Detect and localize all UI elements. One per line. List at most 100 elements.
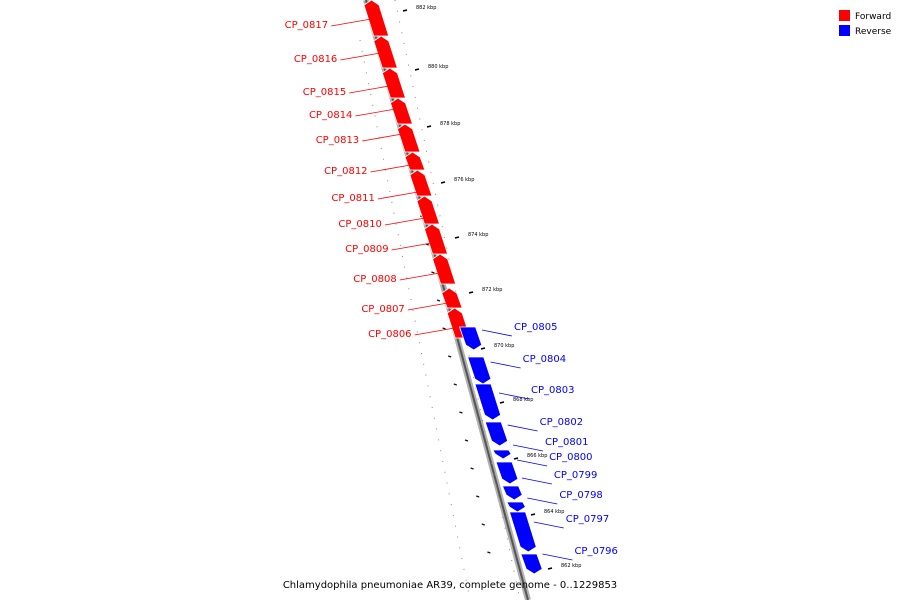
tick-mark xyxy=(513,457,519,460)
gene-cp-0816[interactable]: CP_0816 xyxy=(294,35,398,69)
tick-mark xyxy=(402,9,408,12)
gene-label[interactable]: CP_0817 xyxy=(285,20,328,31)
gene-leader-line xyxy=(512,444,544,452)
tick-mark xyxy=(468,291,474,294)
gene-label[interactable]: CP_0799 xyxy=(554,470,597,481)
gene-leader-line xyxy=(384,217,425,226)
legend-swatch xyxy=(839,25,850,36)
gene-cp-0803[interactable]: CP_0803 xyxy=(474,383,575,421)
gene-label[interactable]: CP_0797 xyxy=(566,514,609,525)
gene-label[interactable]: CP_0800 xyxy=(549,452,592,463)
gene-leader-line xyxy=(490,361,521,369)
gene-label[interactable]: CP_0805 xyxy=(514,322,557,333)
gene-leader-line xyxy=(527,497,558,505)
tick-mark xyxy=(426,125,432,128)
gene-cp-0810[interactable]: CP_0810 xyxy=(338,195,441,230)
gene-leader-line xyxy=(370,164,411,173)
gene-leader-line xyxy=(507,424,538,432)
tick-label: 878 kbp xyxy=(440,121,460,127)
gene-block[interactable] xyxy=(520,553,543,575)
gene-block[interactable] xyxy=(467,356,492,385)
minor-tick xyxy=(453,383,457,386)
gene-cp-0797[interactable]: CP_0797 xyxy=(508,511,609,553)
gene-leader-line xyxy=(355,108,396,117)
gene-block[interactable] xyxy=(508,511,537,553)
gene-cp-0809[interactable]: CP_0809 xyxy=(345,223,449,255)
minor-tick xyxy=(436,299,441,302)
tick-label: 862 kbp xyxy=(561,563,581,569)
gene-label[interactable]: CP_0803 xyxy=(531,385,574,396)
gene-label[interactable]: CP_0816 xyxy=(294,54,337,65)
gene-cp-0817[interactable]: CP_0817 xyxy=(285,0,390,37)
gene-leader-line xyxy=(407,302,448,311)
gene-block[interactable] xyxy=(501,485,523,501)
gene-block[interactable] xyxy=(363,0,390,37)
gene-leader-line xyxy=(516,459,548,467)
gene-label[interactable]: CP_0802 xyxy=(540,417,583,428)
gene-block[interactable] xyxy=(506,501,527,513)
gene-block[interactable] xyxy=(484,421,509,447)
gene-cp-0799[interactable]: CP_0799 xyxy=(501,470,597,501)
gene-block[interactable] xyxy=(492,449,512,460)
gene-cp-0814[interactable]: CP_0814 xyxy=(309,97,414,125)
gene-cp-0808[interactable]: CP_0808 xyxy=(353,253,457,285)
gene-label[interactable]: CP_0813 xyxy=(316,135,359,146)
gene-block[interactable] xyxy=(409,169,433,197)
genome-caption: Chlamydophila pneumoniae AR39, complete … xyxy=(283,580,617,591)
gene-cp-0804[interactable]: CP_0804 xyxy=(467,354,566,385)
gene-leader-line xyxy=(533,521,564,529)
gene-leader-line xyxy=(498,392,530,400)
minor-tick xyxy=(481,523,485,526)
minor-tick xyxy=(476,495,480,498)
gene-block[interactable] xyxy=(389,97,414,125)
gene-cp-0796[interactable]: CP_0796 xyxy=(520,546,618,575)
tick-label: 880 kbp xyxy=(428,64,448,70)
gene-block[interactable] xyxy=(404,151,426,171)
tick-mark xyxy=(499,401,505,404)
gene-block[interactable] xyxy=(441,287,463,309)
tick-mark xyxy=(440,181,446,184)
gene-label[interactable]: CP_0801 xyxy=(545,437,588,448)
gene-cp-0811[interactable]: CP_0811 xyxy=(331,169,433,204)
gene-cp-0807[interactable]: CP_0807 xyxy=(361,287,463,315)
legend-label: Reverse xyxy=(855,27,892,37)
gene-label[interactable]: CP_0815 xyxy=(303,87,346,98)
gene-label[interactable]: CP_0796 xyxy=(574,546,617,557)
gene-cp-0802[interactable]: CP_0802 xyxy=(484,417,583,447)
gene-block[interactable] xyxy=(397,123,421,153)
tick-mark xyxy=(414,68,420,71)
gene-block[interactable] xyxy=(424,223,449,255)
gene-block[interactable] xyxy=(373,35,398,69)
tick-mark xyxy=(480,347,486,350)
gene-cp-0800[interactable]: CP_0800 xyxy=(495,452,593,485)
gene-cp-0813[interactable]: CP_0813 xyxy=(316,123,421,153)
gene-label[interactable]: CP_0808 xyxy=(353,274,396,285)
gene-block[interactable] xyxy=(458,326,483,351)
gene-cp-0798[interactable]: CP_0798 xyxy=(506,490,603,513)
gene-leader-line xyxy=(377,191,418,200)
gene-cp-0815[interactable]: CP_0815 xyxy=(303,67,407,99)
gene-block[interactable] xyxy=(432,253,457,285)
gene-label[interactable]: CP_0809 xyxy=(345,244,388,255)
gene-block[interactable] xyxy=(474,383,502,421)
gene-label[interactable]: CP_0807 xyxy=(361,304,404,315)
gene-block[interactable] xyxy=(495,461,519,485)
minor-tick xyxy=(431,271,435,274)
gene-leader-line xyxy=(362,133,403,142)
gene-cp-0801[interactable]: CP_0801 xyxy=(492,437,589,460)
tick-label: 870 kbp xyxy=(494,343,514,349)
gene-label[interactable]: CP_0806 xyxy=(368,329,411,340)
tick-mark xyxy=(547,567,553,570)
gene-block[interactable] xyxy=(416,195,441,225)
minor-tick xyxy=(459,411,463,414)
gene-cp-0812[interactable]: CP_0812 xyxy=(324,151,426,177)
gene-label[interactable]: CP_0810 xyxy=(338,219,381,230)
gene-block[interactable] xyxy=(381,67,407,99)
gene-label[interactable]: CP_0814 xyxy=(309,110,352,121)
gene-label[interactable]: CP_0811 xyxy=(331,193,374,204)
tick-label: 864 kbp xyxy=(544,509,564,515)
gene-label[interactable]: CP_0804 xyxy=(523,354,566,365)
gene-cp-0805[interactable]: CP_0805 xyxy=(458,322,558,351)
gene-label[interactable]: CP_0812 xyxy=(324,166,367,177)
gene-label[interactable]: CP_0798 xyxy=(559,490,602,501)
